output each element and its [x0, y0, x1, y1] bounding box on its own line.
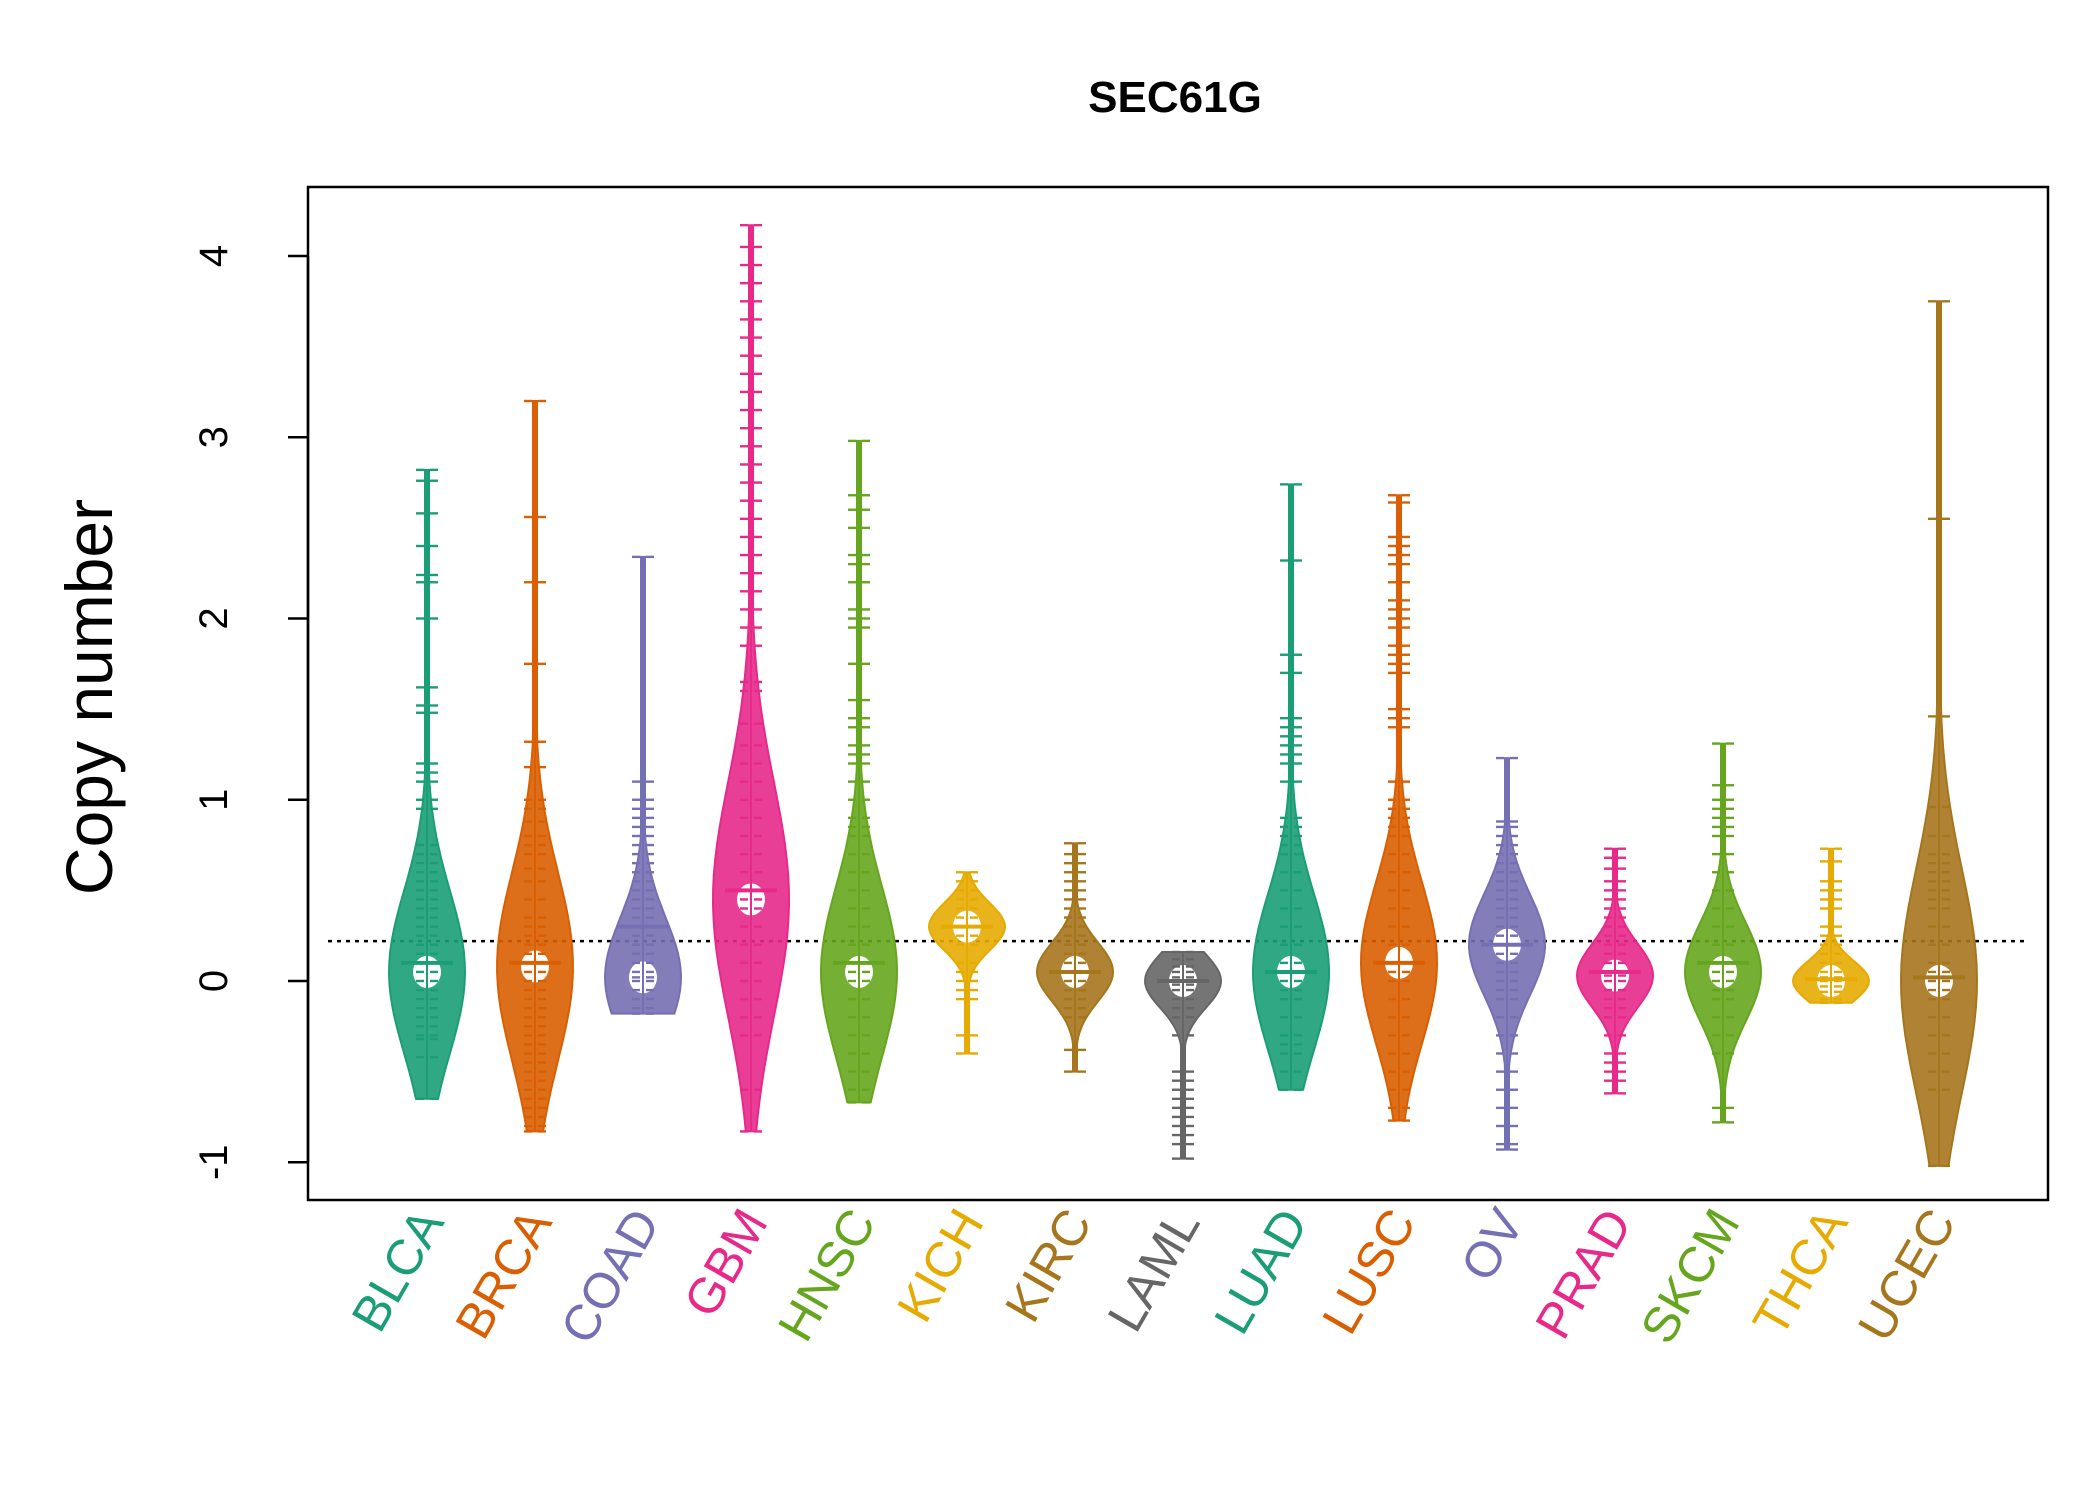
x-tick-label-coad: COAD — [550, 1200, 671, 1353]
x-tick-label-kirc: KIRC — [994, 1200, 1102, 1331]
x-tick-label-ov: OV — [1450, 1199, 1535, 1290]
y-axis: -1 0 1 2 3 4 — [192, 245, 310, 1180]
x-tick-label-luad: LUAD — [1203, 1200, 1318, 1344]
y-tick-label: 4 — [192, 245, 236, 267]
bean-blca — [387, 468, 467, 1101]
y-axis-label: Copy number — [52, 499, 126, 895]
x-tick-label-lusc: LUSC — [1311, 1200, 1426, 1344]
bean-lusc — [1359, 494, 1439, 1122]
y-tick-label: -1 — [192, 1144, 236, 1180]
y-tick-label: 2 — [192, 607, 236, 629]
bean-laml — [1144, 950, 1222, 1160]
beans-layer — [387, 223, 1979, 1168]
bean-brca — [496, 399, 574, 1133]
x-tick-label-hnsc: HNSC — [767, 1200, 886, 1351]
y-tick-label: 0 — [192, 970, 236, 992]
x-tick-label-prad: PRAD — [1525, 1200, 1643, 1348]
bean-prad — [1575, 847, 1655, 1095]
bean-kich — [927, 871, 1007, 1055]
bean-ov — [1467, 756, 1547, 1151]
x-tick-label-thca: THCA — [1742, 1199, 1859, 1345]
bean-coad — [603, 555, 683, 1015]
y-tick-label: 3 — [192, 426, 236, 448]
bean-thca — [1792, 847, 1870, 1004]
bean-kirc — [1035, 842, 1115, 1073]
chart-title: SEC61G — [1088, 73, 1262, 122]
plot-frame — [306, 185, 2050, 1202]
x-tick-label-gbm: GBM — [673, 1200, 778, 1327]
bean-skcm — [1683, 742, 1763, 1124]
x-tick-label-ucec: UCEC — [1847, 1200, 1966, 1351]
x-tick-label-laml: LAML — [1097, 1200, 1211, 1341]
bean-hnsc — [819, 439, 899, 1104]
x-tick-label-skcm: SKCM — [1630, 1200, 1751, 1353]
x-tick-label-blca: BLCA — [341, 1199, 455, 1341]
bean-ucec — [1899, 300, 1979, 1168]
bean-gbm — [711, 223, 791, 1133]
bean-luad — [1251, 483, 1331, 1091]
x-tick-label-kich: KICH — [886, 1200, 994, 1331]
x-tick-label-brca: BRCA — [445, 1199, 563, 1348]
y-tick-label: 1 — [192, 789, 236, 811]
